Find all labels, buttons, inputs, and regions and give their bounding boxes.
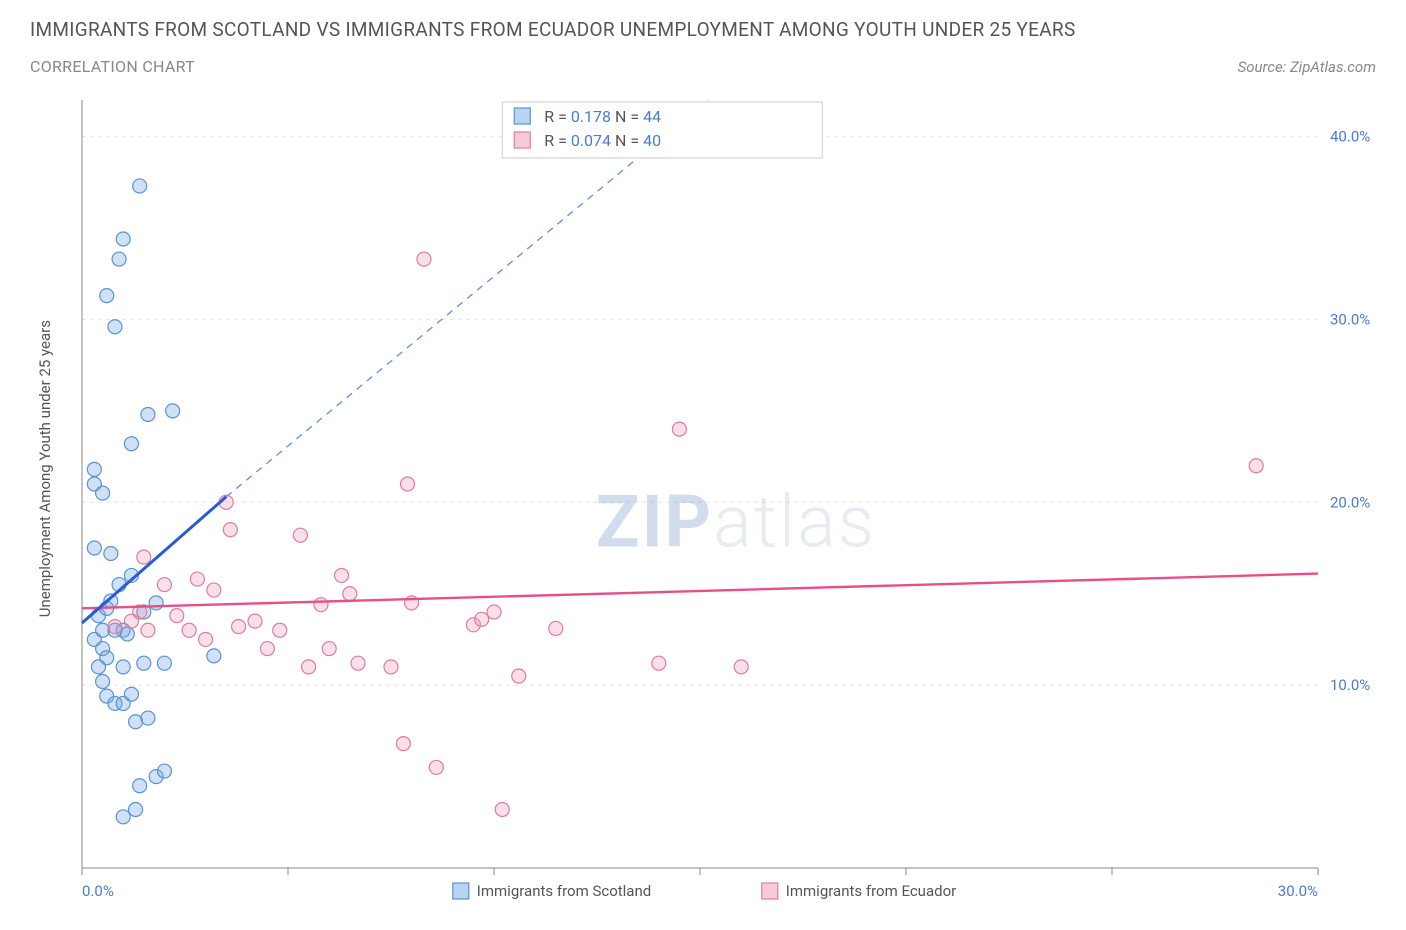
scatter-chart: 0.0% 30.0% 10.0% 20.0% 30.0% 40.0% Unemploymen… xyxy=(30,90,1386,920)
scotland-point xyxy=(166,404,180,418)
ecuador-point xyxy=(487,605,501,619)
scotland-point xyxy=(116,660,130,674)
legend-swatch xyxy=(453,883,469,899)
ecuador-point xyxy=(652,656,666,670)
scotland-point xyxy=(133,779,147,793)
x-tick-label: 0.0% xyxy=(82,882,114,900)
ecuador-point xyxy=(1249,459,1263,473)
ecuador-point xyxy=(223,523,237,537)
legend-swatch xyxy=(514,132,530,148)
y-tick-label: 30.0% xyxy=(1330,310,1370,328)
x-tick-label: 30.0% xyxy=(1278,882,1318,900)
ecuador-point xyxy=(549,621,563,635)
ecuador-point xyxy=(273,623,287,637)
scotland-point xyxy=(100,289,114,303)
ecuador-point xyxy=(495,802,509,816)
ecuador-point xyxy=(475,612,489,626)
scotland-point xyxy=(207,649,221,663)
ecuador-point xyxy=(137,550,151,564)
scotland-point xyxy=(120,627,134,641)
legend-ecuador: Immigrants from Ecuador xyxy=(786,882,956,900)
chart-container: ZIPatlas 0.0%30.0%10.0%20.0%30.0%40.0%Un… xyxy=(30,90,1386,920)
ecuador-point xyxy=(400,477,414,491)
ecuador-point xyxy=(293,528,307,542)
ecuador-point xyxy=(141,623,155,637)
scotland-point xyxy=(108,320,122,334)
chart-subtitle: CORRELATION CHART xyxy=(30,57,195,76)
ecuador-point xyxy=(302,660,316,674)
ecuador-point xyxy=(512,669,526,683)
ecuador-point xyxy=(199,632,213,646)
ecuador-point xyxy=(207,583,221,597)
ecuador-point xyxy=(672,422,686,436)
y-axis-label: Unemployment Among Youth under 25 years xyxy=(36,320,54,617)
source-attribution: Source: ZipAtlas.com xyxy=(1238,58,1376,76)
ecuador-point xyxy=(314,598,328,612)
ecuador-point xyxy=(384,660,398,674)
ecuador-point xyxy=(248,614,262,628)
ecuador-point xyxy=(429,760,443,774)
ecuador-point xyxy=(322,642,336,656)
scotland-point xyxy=(133,179,147,193)
scotland-point xyxy=(149,596,163,610)
scotland-point xyxy=(112,252,126,266)
chart-title: IMMIGRANTS FROM SCOTLAND VS IMMIGRANTS F… xyxy=(30,18,1376,41)
scotland-point xyxy=(137,656,151,670)
scotland-point xyxy=(157,656,171,670)
stats-row: R = 0.178 N = 44 xyxy=(544,107,661,126)
scotland-point xyxy=(96,674,110,688)
ecuador-point xyxy=(108,620,122,634)
stats-row: R = 0.074 N = 40 xyxy=(544,131,661,150)
scotland-point xyxy=(87,462,101,476)
scotland-point xyxy=(116,232,130,246)
trend-line xyxy=(82,574,1318,609)
y-tick-label: 40.0% xyxy=(1330,128,1370,146)
ecuador-point xyxy=(190,572,204,586)
y-tick-label: 10.0% xyxy=(1330,676,1370,694)
scotland-point xyxy=(87,541,101,555)
scotland-point xyxy=(91,660,105,674)
ecuador-point xyxy=(734,660,748,674)
scotland-point xyxy=(124,437,138,451)
scotland-point xyxy=(124,687,138,701)
ecuador-point xyxy=(343,587,357,601)
scotland-point xyxy=(96,486,110,500)
legend-swatch xyxy=(514,108,530,124)
ecuador-point xyxy=(170,609,184,623)
legend-swatch xyxy=(762,883,778,899)
scotland-point xyxy=(157,764,171,778)
y-tick-label: 20.0% xyxy=(1330,493,1370,511)
legend-scotland: Immigrants from Scotland xyxy=(477,882,651,900)
ecuador-point xyxy=(232,620,246,634)
ecuador-point xyxy=(182,623,196,637)
scotland-point xyxy=(141,408,155,422)
ecuador-point xyxy=(417,252,431,266)
trend-line xyxy=(226,100,708,497)
ecuador-point xyxy=(157,578,171,592)
scotland-point xyxy=(141,711,155,725)
scotland-point xyxy=(104,546,118,560)
ecuador-point xyxy=(396,737,410,751)
scotland-point xyxy=(129,802,143,816)
ecuador-point xyxy=(335,568,349,582)
ecuador-point xyxy=(351,656,365,670)
ecuador-point xyxy=(260,642,274,656)
scotland-point xyxy=(116,810,130,824)
